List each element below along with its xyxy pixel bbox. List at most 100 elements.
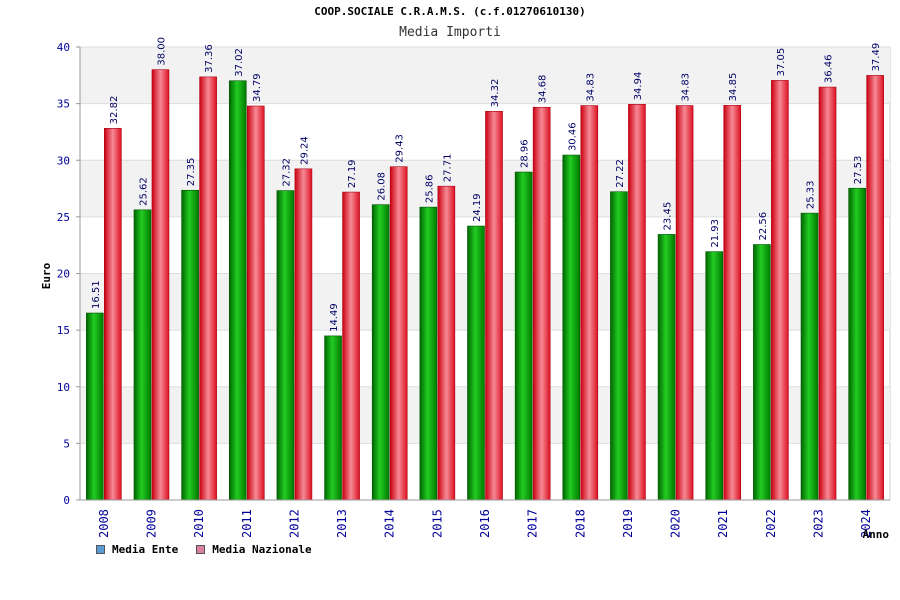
bar-value-label: 27.19 xyxy=(347,159,358,188)
bar-media-nazionale xyxy=(723,105,742,501)
x-axis-label: Anno xyxy=(863,528,890,541)
bar-value-label: 34.83 xyxy=(681,73,692,102)
bar-media-nazionale xyxy=(151,69,170,501)
bar-media-nazionale xyxy=(771,80,789,501)
y-axis-ticks: 0 5 10 15 20 25 30 35 40 xyxy=(57,41,890,507)
bar-media-nazionale xyxy=(866,75,884,501)
y-tick-label: 5 xyxy=(63,437,70,450)
value-labels: 16.51 32.82 25.62 38.00 27.35 37.36 37.02 34.79… xyxy=(91,37,882,332)
legend-label: Media Nazionale xyxy=(212,543,312,556)
bar-value-label: 25.62 xyxy=(138,177,149,206)
chart-subtitle: Media Importi xyxy=(399,25,501,40)
legend-swatch xyxy=(96,545,105,554)
bar-value-label: 37.36 xyxy=(204,44,215,73)
bar-value-label: 37.02 xyxy=(234,48,245,77)
bar-media-ente xyxy=(467,225,485,501)
bar-value-label: 16.51 xyxy=(91,280,102,309)
bar-value-label: 28.96 xyxy=(520,139,531,168)
bar-value-label: 34.83 xyxy=(585,73,596,102)
bar-value-label: 30.46 xyxy=(567,122,578,151)
bar-media-ente xyxy=(276,190,295,501)
bar-value-label: 32.82 xyxy=(109,96,120,125)
bar-value-label: 34.94 xyxy=(633,72,644,101)
x-tick-label: 2010 xyxy=(192,509,206,538)
bar-media-ente xyxy=(753,244,771,501)
y-axis-label: Euro xyxy=(40,262,53,289)
bar-value-label: 37.05 xyxy=(776,48,787,77)
x-tick-label: 2012 xyxy=(287,509,301,538)
bar-media-nazionale xyxy=(294,168,313,501)
legend-swatch xyxy=(196,545,206,554)
legend-item-media-nazionale: Media Nazionale xyxy=(196,543,312,556)
y-tick-label: 0 xyxy=(63,494,70,507)
legend-label: Media Ente xyxy=(112,543,179,556)
bar-media-ente xyxy=(86,312,104,501)
bar-media-ente xyxy=(562,154,581,501)
bar-media-nazionale xyxy=(246,105,265,501)
bar-media-nazionale xyxy=(580,105,599,501)
bar-value-label: 21.93 xyxy=(710,219,721,248)
bar-value-label: 27.53 xyxy=(853,156,864,185)
bar-value-label: 36.46 xyxy=(824,54,835,83)
legend-item-media-ente: Media Ente xyxy=(96,543,178,556)
bar-media-ente xyxy=(514,171,533,501)
x-tick-label: 2019 xyxy=(621,509,635,538)
bar-value-label: 23.45 xyxy=(663,202,674,231)
y-tick-label: 40 xyxy=(57,41,70,54)
y-tick-label: 30 xyxy=(57,154,70,167)
bar-media-nazionale xyxy=(485,111,503,501)
x-tick-label: 2015 xyxy=(430,509,444,538)
bar-value-label: 34.85 xyxy=(728,73,739,102)
bar-value-label: 29.43 xyxy=(395,134,406,163)
chart-title: COOP.SOCIALE C.R.A.M.S. (c.f.01270610130… xyxy=(314,5,586,18)
bar-media-ente xyxy=(610,191,628,501)
x-tick-label: 2017 xyxy=(526,509,540,538)
x-tick-label: 2024 xyxy=(859,509,873,538)
x-tick-label: 2022 xyxy=(764,509,778,538)
x-tick-label: 2016 xyxy=(478,509,492,538)
bar-media-ente xyxy=(181,189,199,501)
bar-value-label: 26.08 xyxy=(377,172,388,201)
bar-value-label: 25.86 xyxy=(424,174,435,203)
y-tick-label: 20 xyxy=(57,268,70,281)
bar-media-ente xyxy=(848,187,866,501)
bar-media-nazionale xyxy=(104,128,122,501)
bar-value-label: 27.71 xyxy=(442,154,453,183)
bar-media-nazionale xyxy=(342,191,360,501)
y-tick-label: 10 xyxy=(57,381,70,394)
bar-value-label: 27.35 xyxy=(186,158,197,187)
bar-media-ente xyxy=(133,209,152,501)
bar-value-label: 34.32 xyxy=(490,79,501,108)
bar-value-label: 22.56 xyxy=(758,212,769,241)
x-tick-label: 2021 xyxy=(716,509,730,538)
x-tick-label: 2018 xyxy=(573,509,587,538)
x-tick-label: 2020 xyxy=(669,509,683,538)
bar-media-nazionale xyxy=(628,104,646,501)
y-tick-label: 25 xyxy=(57,211,70,224)
x-tick-label: 2008 xyxy=(97,509,111,538)
x-tick-label: 2009 xyxy=(144,509,158,538)
y-tick-label: 35 xyxy=(57,98,70,111)
bar-media-ente xyxy=(657,234,676,501)
x-tick-label: 2011 xyxy=(240,509,254,538)
bar-value-label: 24.19 xyxy=(472,193,483,222)
bar-value-label: 25.33 xyxy=(806,180,817,209)
bar-media-nazionale xyxy=(389,166,408,501)
legend: Media Ente Media Nazionale xyxy=(96,543,330,556)
bar-value-label: 37.49 xyxy=(871,43,882,72)
bar-media-nazionale xyxy=(675,105,694,501)
bar-value-label: 34.79 xyxy=(252,73,263,102)
bar-media-ente xyxy=(228,80,247,501)
bar-value-label: 27.22 xyxy=(615,159,626,188)
bar-media-ente xyxy=(419,206,438,501)
bar-value-label: 29.24 xyxy=(299,136,310,165)
bar-value-label: 34.68 xyxy=(538,75,549,104)
bar-media-nazionale xyxy=(818,86,837,501)
bar-media-nazionale xyxy=(437,185,456,501)
bar-value-label: 27.32 xyxy=(281,158,292,187)
bar-media-ente xyxy=(800,212,819,501)
x-tick-label: 2023 xyxy=(812,509,826,538)
x-tick-label: 2014 xyxy=(383,509,397,538)
x-tick-label: 2013 xyxy=(335,509,349,538)
